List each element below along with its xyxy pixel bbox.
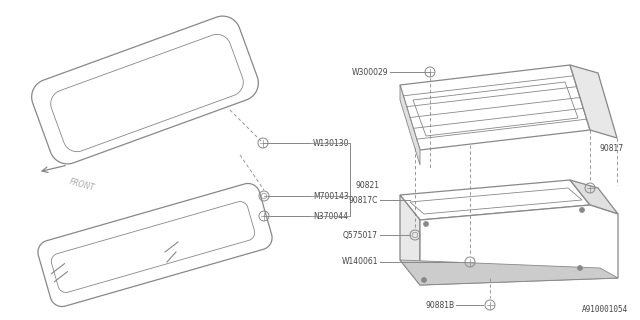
- Text: W130130: W130130: [313, 139, 349, 148]
- Polygon shape: [420, 205, 618, 285]
- Text: A910001054: A910001054: [582, 305, 628, 314]
- Circle shape: [424, 221, 429, 227]
- Polygon shape: [400, 180, 590, 220]
- Polygon shape: [400, 85, 420, 165]
- Text: N370044: N370044: [313, 212, 348, 220]
- Polygon shape: [400, 65, 590, 150]
- Polygon shape: [31, 16, 259, 164]
- Circle shape: [579, 207, 584, 212]
- Polygon shape: [400, 195, 420, 285]
- Polygon shape: [570, 180, 618, 214]
- Circle shape: [577, 266, 582, 270]
- Text: 90817C: 90817C: [349, 196, 378, 204]
- Text: FRONT: FRONT: [68, 177, 95, 192]
- Circle shape: [422, 277, 426, 283]
- Polygon shape: [400, 260, 618, 285]
- Text: Q575017: Q575017: [343, 230, 378, 239]
- Text: 90881B: 90881B: [426, 300, 455, 309]
- Text: 90821: 90821: [355, 180, 379, 189]
- Text: 90817: 90817: [600, 143, 624, 153]
- Text: W300029: W300029: [351, 68, 388, 76]
- Polygon shape: [570, 65, 617, 138]
- Polygon shape: [38, 183, 272, 307]
- Text: M700143: M700143: [313, 191, 349, 201]
- Text: W140061: W140061: [342, 258, 378, 267]
